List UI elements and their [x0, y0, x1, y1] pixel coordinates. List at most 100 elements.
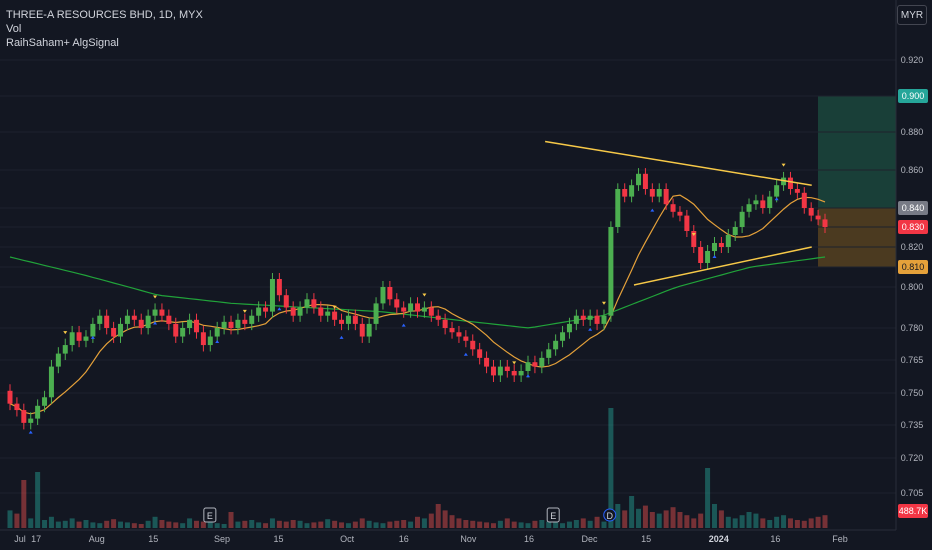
- candle-body: [463, 336, 469, 341]
- candle: [408, 297, 414, 318]
- volume-bar: [283, 521, 289, 528]
- candle: [573, 309, 579, 331]
- buy-signal-marker: [526, 374, 531, 378]
- candle-body: [677, 211, 683, 216]
- volume-bar: [822, 515, 828, 528]
- volume-bar: [118, 521, 124, 528]
- candle: [152, 303, 158, 322]
- buy-signal-marker: [339, 335, 344, 339]
- price-badge-label: 0.830: [902, 222, 925, 232]
- volume-bar: [594, 516, 600, 528]
- volume-bar: [580, 518, 586, 528]
- indicator-vol-label[interactable]: Vol: [6, 23, 22, 35]
- candle: [546, 342, 552, 365]
- volume-bar: [656, 513, 662, 528]
- volume-bars: [7, 408, 828, 528]
- candle-body: [580, 315, 586, 320]
- candle-body: [131, 315, 137, 320]
- candle-body: [408, 303, 414, 312]
- buy-signal-marker: [90, 335, 95, 339]
- volume-bar: [104, 520, 110, 528]
- candle: [725, 229, 731, 253]
- volume-bar: [456, 518, 462, 528]
- volume-bar: [97, 523, 103, 528]
- volume-bar: [35, 472, 41, 528]
- volume-bar: [774, 516, 780, 528]
- candles: [7, 168, 828, 430]
- volume-bar: [739, 515, 745, 528]
- buy-signal-marker: [588, 327, 593, 331]
- indicator-signal-label[interactable]: RaihSaham+ AlgSignal: [6, 37, 119, 49]
- buy-signal-marker: [650, 208, 655, 212]
- candle-body: [421, 307, 427, 312]
- candle: [214, 321, 220, 343]
- candle: [787, 171, 793, 195]
- volume-badge-label: 488.7K: [899, 506, 928, 516]
- volume-bar: [387, 521, 393, 528]
- candle-body: [553, 340, 559, 350]
- volume-bar: [366, 520, 372, 528]
- candle: [193, 313, 199, 339]
- candle: [794, 183, 800, 199]
- candle-body: [684, 215, 690, 231]
- volume-bar: [214, 523, 220, 528]
- candle: [711, 237, 717, 257]
- volume-badge: 488.7K: [898, 504, 928, 518]
- candle: [339, 313, 345, 331]
- volume-bar: [801, 520, 807, 528]
- candle-body: [242, 319, 248, 324]
- volume-bar: [497, 520, 503, 528]
- volume-bar: [173, 522, 179, 528]
- volume-bar: [228, 512, 234, 528]
- candle: [587, 309, 593, 326]
- time-tick-label: 17: [31, 534, 41, 544]
- volume-bar: [380, 523, 386, 528]
- candle-body: [318, 307, 324, 316]
- candle-body: [83, 336, 89, 341]
- candle: [345, 309, 351, 331]
- lower-trendline: [633, 246, 812, 286]
- candle: [263, 301, 269, 318]
- volume-bar: [511, 521, 517, 528]
- price-axis[interactable]: 0.920 0.880 0.860 0.820 0.800 0.780 0.765 0.750…: [895, 0, 928, 530]
- volume-bar: [7, 510, 13, 528]
- candle: [297, 301, 303, 322]
- candle: [532, 355, 538, 374]
- earnings-badge: [546, 507, 560, 523]
- candle: [518, 364, 524, 382]
- buy-signal-marker: [215, 340, 220, 343]
- candle-body: [442, 319, 448, 328]
- trendlines[interactable]: [545, 140, 812, 286]
- candle: [781, 171, 787, 191]
- volume-bar: [187, 518, 193, 528]
- volume-bar: [753, 513, 759, 528]
- candle: [615, 183, 621, 233]
- price-badge-label: 0.900: [902, 91, 925, 101]
- candle-body: [359, 323, 365, 337]
- candle-body: [622, 189, 628, 197]
- volume-bar: [705, 468, 711, 528]
- candle: [822, 213, 828, 233]
- candle-body: [394, 299, 400, 308]
- candle-body: [511, 371, 517, 376]
- price-badge-label: 0.810: [902, 262, 925, 272]
- candle: [801, 187, 807, 214]
- time-tick-label: 15: [274, 534, 284, 544]
- sell-signal-marker: [512, 361, 517, 365]
- candle-body: [767, 196, 773, 208]
- time-axis[interactable]: Jul 17 Aug 15 Sep 15 Oct 16 Nov 16 Dec 15 2024 16 Feb: [0, 529, 896, 544]
- symbol-title[interactable]: THREE-A RESOURCES BHD, 1D, MYX: [6, 9, 203, 21]
- volume-bar: [304, 523, 310, 528]
- currency-button[interactable]: MYR: [897, 5, 927, 25]
- volume-bar: [124, 522, 130, 528]
- candle-body: [145, 315, 151, 328]
- candle: [359, 317, 365, 343]
- candle: [594, 309, 600, 331]
- sell-signal-marker: [242, 309, 247, 313]
- candle-body: [587, 315, 593, 320]
- candle: [760, 194, 766, 214]
- time-tick-label: 16: [399, 534, 409, 544]
- volume-bar: [449, 515, 455, 528]
